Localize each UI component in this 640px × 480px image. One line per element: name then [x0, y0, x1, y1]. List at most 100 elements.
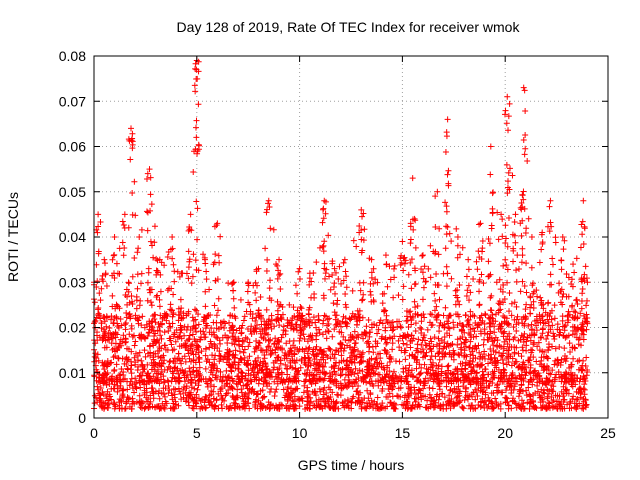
data-point [386, 354, 393, 361]
data-point [515, 393, 522, 400]
data-point [412, 304, 419, 311]
data-point [97, 385, 104, 392]
data-point [189, 314, 196, 321]
data-point [526, 400, 533, 407]
data-point [467, 338, 474, 345]
data-point [177, 322, 184, 329]
data-point [397, 393, 404, 400]
data-point [516, 390, 523, 397]
data-point [236, 404, 243, 411]
data-point [112, 334, 119, 341]
data-point [466, 297, 473, 304]
data-point [124, 378, 131, 385]
data-point [95, 250, 102, 257]
data-point [518, 376, 525, 383]
data-point [373, 355, 380, 362]
data-point [122, 336, 129, 343]
data-point [138, 331, 145, 338]
data-point [304, 384, 311, 391]
data-point [301, 354, 308, 361]
data-point [580, 312, 587, 319]
data-point [255, 354, 262, 361]
data-point [443, 263, 450, 270]
data-point [425, 265, 432, 272]
data-point [111, 400, 118, 407]
data-point [129, 138, 136, 145]
data-point [167, 337, 174, 344]
data-point [94, 312, 101, 319]
data-point [539, 317, 546, 324]
data-point [214, 220, 221, 227]
data-point [427, 335, 434, 342]
data-point [278, 314, 285, 321]
data-point [435, 396, 442, 403]
data-point [547, 197, 554, 204]
data-point [551, 333, 558, 340]
data-point [144, 209, 151, 216]
data-point [311, 352, 318, 359]
data-point [432, 248, 439, 255]
data-point [456, 399, 463, 406]
data-point [392, 358, 399, 365]
data-point [338, 385, 345, 392]
data-point [366, 344, 373, 351]
data-point [443, 405, 450, 412]
data-point [419, 252, 426, 259]
data-point [463, 375, 470, 382]
data-point [148, 366, 155, 373]
data-point [259, 387, 266, 394]
data-point [559, 301, 566, 308]
data-point [403, 341, 410, 348]
data-point [469, 345, 476, 352]
data-point [355, 383, 362, 390]
data-point [99, 276, 106, 283]
data-point [581, 386, 588, 393]
data-point [389, 346, 396, 353]
data-point [148, 201, 155, 208]
data-point [359, 349, 366, 356]
data-point [116, 344, 123, 351]
data-point [321, 402, 328, 409]
data-point [566, 365, 573, 372]
data-point [538, 246, 545, 253]
data-point [503, 262, 510, 269]
data-point [419, 252, 426, 259]
data-point [518, 382, 525, 389]
data-point [574, 324, 581, 331]
data-point [151, 223, 158, 230]
data-point [508, 387, 515, 394]
data-point [96, 399, 103, 406]
data-point [138, 405, 145, 412]
data-point [95, 211, 102, 218]
data-point [552, 392, 559, 399]
data-point [359, 213, 366, 220]
data-point [503, 336, 510, 343]
data-point [132, 338, 139, 345]
data-point [447, 405, 454, 412]
data-point [576, 378, 583, 385]
data-point [245, 343, 252, 350]
data-point [307, 394, 314, 401]
data-point [91, 400, 98, 407]
data-point [449, 370, 456, 377]
data-point [185, 264, 192, 271]
data-point [203, 394, 210, 401]
data-point [225, 373, 232, 380]
data-point [275, 336, 282, 343]
data-point [503, 361, 510, 368]
data-point [462, 385, 469, 392]
data-point [190, 168, 197, 175]
data-point [129, 189, 136, 196]
data-point [277, 270, 284, 277]
data-point [268, 325, 275, 332]
data-point [131, 354, 138, 361]
data-point [275, 354, 282, 361]
data-point [315, 362, 322, 369]
data-point [194, 75, 201, 82]
data-point [208, 331, 215, 338]
data-point [356, 229, 363, 236]
data-point [479, 389, 486, 396]
data-point [368, 269, 375, 276]
data-point [187, 349, 194, 356]
data-point [382, 252, 389, 259]
